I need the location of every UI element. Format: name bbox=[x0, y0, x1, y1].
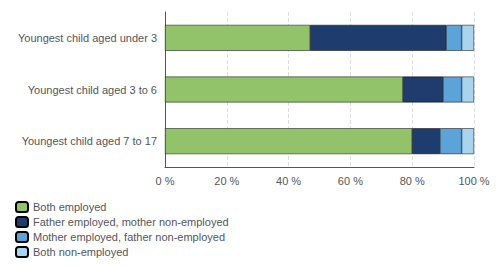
svg-text:60 %: 60 % bbox=[338, 175, 363, 187]
svg-text:Father employed, mother non-em: Father employed, mother non-employed bbox=[33, 216, 229, 228]
svg-text:Both non-employed: Both non-employed bbox=[33, 246, 128, 258]
svg-text:Youngest child aged 3 to 6: Youngest child aged 3 to 6 bbox=[28, 84, 157, 96]
svg-text:Both employed: Both employed bbox=[33, 201, 106, 213]
svg-text:80 %: 80 % bbox=[400, 175, 425, 187]
svg-text:40 %: 40 % bbox=[276, 175, 301, 187]
svg-text:100 %: 100 % bbox=[458, 175, 489, 187]
svg-text:Mother employed, father non-em: Mother employed, father non-employed bbox=[33, 231, 225, 243]
svg-text:0 %: 0 % bbox=[156, 175, 175, 187]
svg-text:Youngest child aged under 3: Youngest child aged under 3 bbox=[18, 32, 157, 44]
svg-text:Youngest child aged 7 to 17: Youngest child aged 7 to 17 bbox=[22, 135, 157, 147]
svg-text:20 %: 20 % bbox=[214, 175, 239, 187]
